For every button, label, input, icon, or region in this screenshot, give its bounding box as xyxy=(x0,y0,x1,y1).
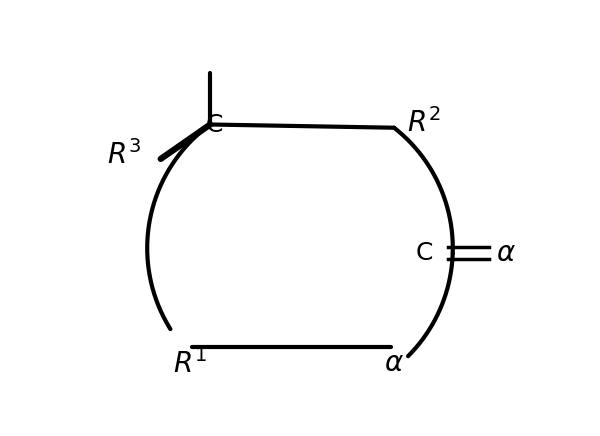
Text: $R^2$: $R^2$ xyxy=(407,109,440,138)
Text: $\alpha$: $\alpha$ xyxy=(496,239,515,267)
Text: $\alpha$: $\alpha$ xyxy=(384,349,404,377)
Text: C: C xyxy=(416,242,433,266)
Text: C: C xyxy=(206,112,223,136)
Text: $R^3$: $R^3$ xyxy=(107,140,142,170)
Text: $R^1$: $R^1$ xyxy=(173,349,206,379)
